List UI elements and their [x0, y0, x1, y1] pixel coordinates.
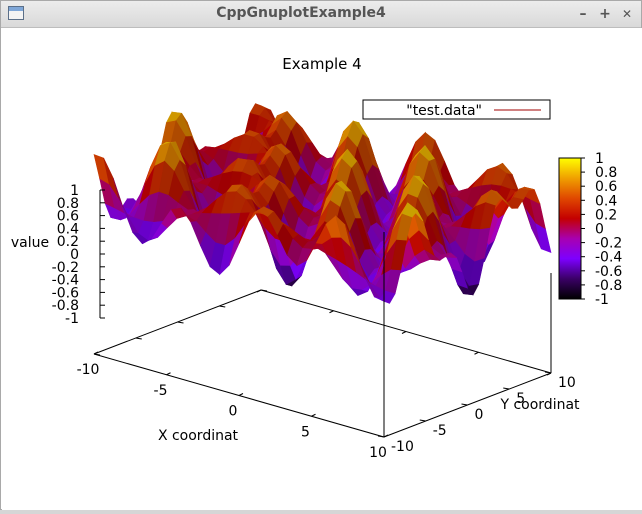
- x-axis-label: X coordinat: [158, 428, 239, 444]
- window-title: CppGnuplotExample4: [216, 5, 386, 21]
- colorbar-tick-label: -0.6: [595, 264, 622, 280]
- z-tick-label: 0: [70, 247, 79, 263]
- colorbar-tick-label: -0.8: [595, 278, 622, 294]
- y-tick-label: -5: [433, 423, 447, 439]
- colorbar-tick-label: -1: [595, 292, 609, 308]
- surface-mesh: [93, 103, 552, 304]
- z-tick-label: 1: [70, 183, 79, 199]
- close-button[interactable]: ✕: [621, 7, 633, 21]
- x-tick-mark: [383, 434, 389, 438]
- z-tick-label: -1: [65, 311, 79, 327]
- x-tick-label: 10: [369, 445, 387, 461]
- colorbar-ticks: 10.80.60.40.20-0.2-0.4-0.6-0.8-1: [581, 151, 622, 308]
- title-bar[interactable]: CppGnuplotExample4 – + ✕: [1, 1, 641, 28]
- colorbar-tick-label: 0.4: [595, 193, 617, 209]
- y-tick-mark-left: [93, 353, 101, 356]
- x-tick-mark-back: [329, 310, 334, 314]
- minimize-button[interactable]: –: [579, 6, 587, 22]
- x-tick-label: 0: [229, 404, 238, 420]
- colorbar-tick-label: 1: [595, 151, 604, 167]
- surface-chart: Example 4 "test.data" 10.80.60.40.20-0.2…: [11, 55, 623, 461]
- z-tick-label: -0.8: [52, 298, 79, 314]
- x-tick-mark: [166, 372, 171, 376]
- y-tick-label: 0: [475, 407, 484, 423]
- colorbar-tick-label: 0.6: [595, 179, 617, 195]
- x-tick-mark: [311, 413, 316, 417]
- y-axis-label: Y coordinat: [499, 397, 580, 413]
- legend: "test.data": [362, 99, 551, 120]
- x-tick-mark-back: [256, 289, 262, 293]
- colorbar: 10.80.60.40.20-0.2-0.4-0.6-0.8-1: [558, 151, 622, 308]
- y-tick-mark-left: [135, 337, 142, 340]
- z-tick-label: 0.8: [57, 196, 79, 212]
- colorbar-tick-label: 0.8: [595, 165, 617, 181]
- z-tick-label: -0.6: [52, 285, 79, 301]
- axes: 10.80.60.40.20-0.2-0.4-0.6-0.8-1-10-5051…: [52, 183, 576, 461]
- y-tick-label: 10: [558, 375, 576, 391]
- colorbar-tick-label: -0.4: [595, 250, 622, 266]
- app-window-icon: [8, 6, 24, 20]
- y-tick-mark: [503, 387, 510, 390]
- z-tick-label: -0.4: [52, 273, 79, 289]
- chart-title: Example 4: [282, 55, 361, 73]
- y-tick-mark-left: [219, 305, 226, 308]
- y-tick-mark: [461, 403, 468, 406]
- maximize-button[interactable]: +: [599, 6, 611, 22]
- colorbar-tick-label: 0.2: [595, 207, 617, 223]
- legend-box: [362, 99, 551, 120]
- x-tick-label: -10: [77, 362, 100, 378]
- z-tick-label: 0.6: [57, 209, 79, 225]
- z-axis-label: value: [11, 235, 49, 251]
- y-tick-mark: [377, 435, 385, 438]
- colorbar-tick-label: -0.2: [595, 236, 622, 252]
- surface-patch: [374, 296, 390, 304]
- y-tick-mark-left: [177, 321, 184, 324]
- x-tick-label: 5: [301, 424, 310, 440]
- z-tick-label: 0.4: [57, 221, 79, 237]
- legend-label: "test.data": [406, 103, 482, 119]
- x-tick-label: -5: [154, 383, 168, 399]
- colorbar-tick-label: 0: [595, 222, 604, 238]
- y-tick-mark: [419, 419, 426, 422]
- x-tick-mark: [238, 393, 244, 396]
- y-tick-label: -10: [391, 439, 414, 455]
- colorbar-gradient: [558, 157, 582, 300]
- z-tick-label: 0.2: [57, 234, 79, 250]
- plot-area: Example 4 "test.data" 1 0.8 0.6 0.4 0.2 0 -0.2…: [2, 28, 642, 510]
- y-tick-mark: [544, 371, 552, 374]
- y-tick-label: 5: [516, 391, 525, 407]
- x-tick-mark-back: [474, 351, 479, 355]
- z-tick-label: -0.2: [52, 260, 79, 276]
- x-tick-mark-back: [401, 331, 407, 334]
- y-tick-mark-left: [260, 289, 268, 292]
